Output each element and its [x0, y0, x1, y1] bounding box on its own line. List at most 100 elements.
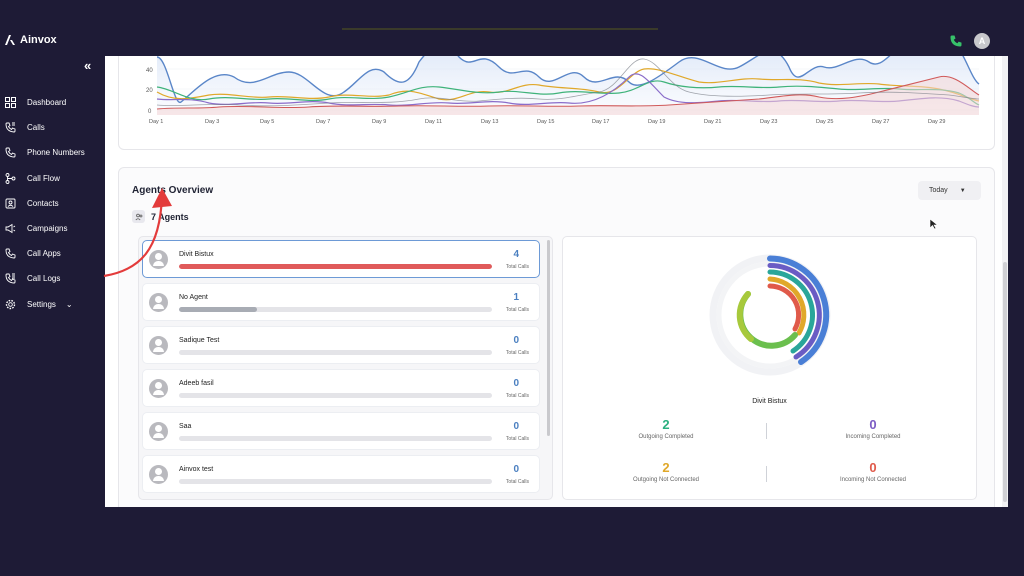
sidebar-item-contacts[interactable]: Contacts: [0, 191, 104, 216]
total-calls-label: Total Calls: [505, 264, 529, 270]
agent-detail-panel: Divit Bistux 2 Outgoing Completed 0 Inco…: [562, 236, 977, 500]
mouse-cursor-icon: [929, 218, 939, 230]
phone-icon[interactable]: [949, 34, 963, 48]
calls-icon: [4, 122, 16, 134]
calls-chart: 40 20 0 Day 1 Day 3 Day 5 Day 7 Day 9 Da…: [146, 56, 980, 125]
agent-name: Adeeb fasil: [179, 380, 214, 387]
sidebar-item-label: Dashboard: [27, 98, 67, 108]
radial-arc-purple: [767, 263, 822, 360]
video-progress-line: [342, 28, 658, 30]
agent-avatar: [149, 250, 168, 269]
calls-chart-card: 40 20 0 Day 1 Day 3 Day 5 Day 7 Day 9 Da…: [118, 56, 995, 150]
x-tick: Day 5: [260, 119, 274, 125]
agent-calls-bar-fill: [179, 307, 258, 312]
stat-incoming-completed: 0 Incoming Completed: [803, 417, 943, 440]
agent-avatar: [149, 336, 168, 355]
x-tick: Day 7: [316, 119, 330, 125]
caret-down-icon: ▼: [959, 187, 966, 194]
selected-agent-name: Divit Bistux: [752, 398, 787, 405]
agent-row[interactable]: Ainvox test 0 Total Calls: [142, 455, 540, 493]
agent-avatar: [149, 422, 168, 441]
agents-overview-title: Agents Overview: [132, 185, 214, 196]
agent-calls-bar: [179, 436, 492, 441]
radial-arc-gradient-inner: [736, 291, 754, 342]
agents-list-scrollbar[interactable]: [547, 240, 550, 436]
page-scrollbar-thumb[interactable]: [1003, 262, 1007, 502]
campaigns-icon: [4, 223, 16, 235]
sidebar-item-calls[interactable]: Calls: [0, 115, 104, 140]
sidebar-item-dashboard[interactable]: Dashboard: [0, 90, 104, 115]
agent-total-calls: 1: [513, 292, 519, 303]
sidebar-item-label: Settings: [27, 299, 56, 309]
chevron-down-icon: ⌄: [65, 299, 73, 309]
contacts-icon: [4, 197, 16, 209]
app-logo[interactable]: Ainvox: [4, 34, 57, 46]
x-tick: Day 9: [372, 119, 386, 125]
agent-calls-bar-fill: [179, 264, 492, 269]
sidebar: Dashboard Calls Phone Numbers Call Flow …: [0, 90, 104, 317]
stat-value: 0: [869, 460, 877, 475]
sidebar-item-label: Contacts: [27, 198, 59, 208]
sidebar-item-call-apps[interactable]: Call Apps: [0, 241, 104, 266]
total-calls-label: Total Calls: [505, 479, 529, 485]
stat-value: 0: [869, 417, 877, 432]
stat-divider: [766, 423, 767, 439]
x-tick: Day 27: [872, 119, 889, 125]
x-tick: Day 1: [149, 119, 163, 125]
stat-value: 2: [662, 460, 670, 475]
agent-radial-chart: [709, 254, 831, 376]
series-line-gray: [156, 58, 980, 107]
stat-label: Outgoing Not Connected: [632, 477, 700, 483]
agent-total-calls: 0: [513, 464, 519, 475]
radial-arc-red: [767, 283, 802, 332]
agent-row[interactable]: Adeeb fasil 0 Total Calls: [142, 369, 540, 407]
collapse-sidebar-icon[interactable]: «: [84, 58, 92, 73]
y-tick: 0: [148, 109, 152, 115]
sidebar-item-phone-numbers[interactable]: Phone Numbers: [0, 140, 104, 165]
agent-row[interactable]: Sadique Test 0 Total Calls: [142, 326, 540, 364]
agents-icon: [132, 210, 145, 223]
agent-calls-bar: [179, 350, 492, 355]
sidebar-item-campaigns[interactable]: Campaigns: [0, 216, 104, 241]
agent-avatar: [149, 293, 168, 312]
sidebar-item-label: Call Logs: [27, 274, 61, 284]
stat-label: Outgoing Completed: [638, 434, 694, 440]
sidebar-item-call-flow[interactable]: Call Flow: [0, 166, 104, 191]
agent-row[interactable]: No Agent 1 Total Calls: [142, 283, 540, 321]
agent-calls-bar: [179, 307, 492, 312]
x-tick: Day 19: [648, 119, 665, 125]
page-scrollbar[interactable]: [1002, 56, 1008, 507]
agent-row[interactable]: Saa 0 Total Calls: [142, 412, 540, 450]
x-tick: Day 29: [928, 119, 945, 125]
phone-numbers-icon: [4, 147, 16, 159]
x-tick: Day 21: [704, 119, 721, 125]
agent-name: Saa: [179, 423, 192, 430]
user-avatar[interactable]: A: [974, 33, 990, 49]
sidebar-item-label: Call Apps: [27, 249, 61, 259]
app-title: Ainvox: [20, 34, 57, 46]
stat-label: Incoming Completed: [845, 434, 901, 440]
total-calls-label: Total Calls: [505, 393, 529, 399]
stat-incoming-not-connected: 0 Incoming Not Connected: [803, 460, 943, 483]
stat-outgoing-completed: 2 Outgoing Completed: [596, 417, 736, 440]
stat-outgoing-not-connected: 2 Outgoing Not Connected: [596, 460, 736, 483]
radial-arc-blue: [767, 255, 830, 365]
agent-row[interactable]: Divit Bistux 4 Total Calls: [142, 240, 540, 278]
agent-name: Sadique Test: [179, 337, 220, 344]
stat-divider: [766, 466, 767, 482]
dashboard-icon: [4, 97, 16, 109]
x-tick: Day 11: [425, 119, 442, 125]
agents-count: 7 Agents: [132, 210, 189, 223]
stat-label: Incoming Not Connected: [839, 477, 907, 483]
agent-calls-bar: [179, 479, 492, 484]
period-select[interactable]: Today ▼: [918, 181, 981, 200]
series-line-green: [156, 80, 980, 106]
x-tick: Day 13: [481, 119, 498, 125]
series-line-blue: [156, 56, 980, 103]
total-calls-label: Total Calls: [505, 307, 529, 313]
x-tick: Day 15: [537, 119, 554, 125]
radial-arc-yellow: [767, 276, 807, 336]
sidebar-item-call-logs[interactable]: Call Logs: [0, 266, 104, 291]
sidebar-item-settings[interactable]: Settings ⌄: [0, 292, 104, 317]
agent-total-calls: 4: [513, 249, 519, 260]
